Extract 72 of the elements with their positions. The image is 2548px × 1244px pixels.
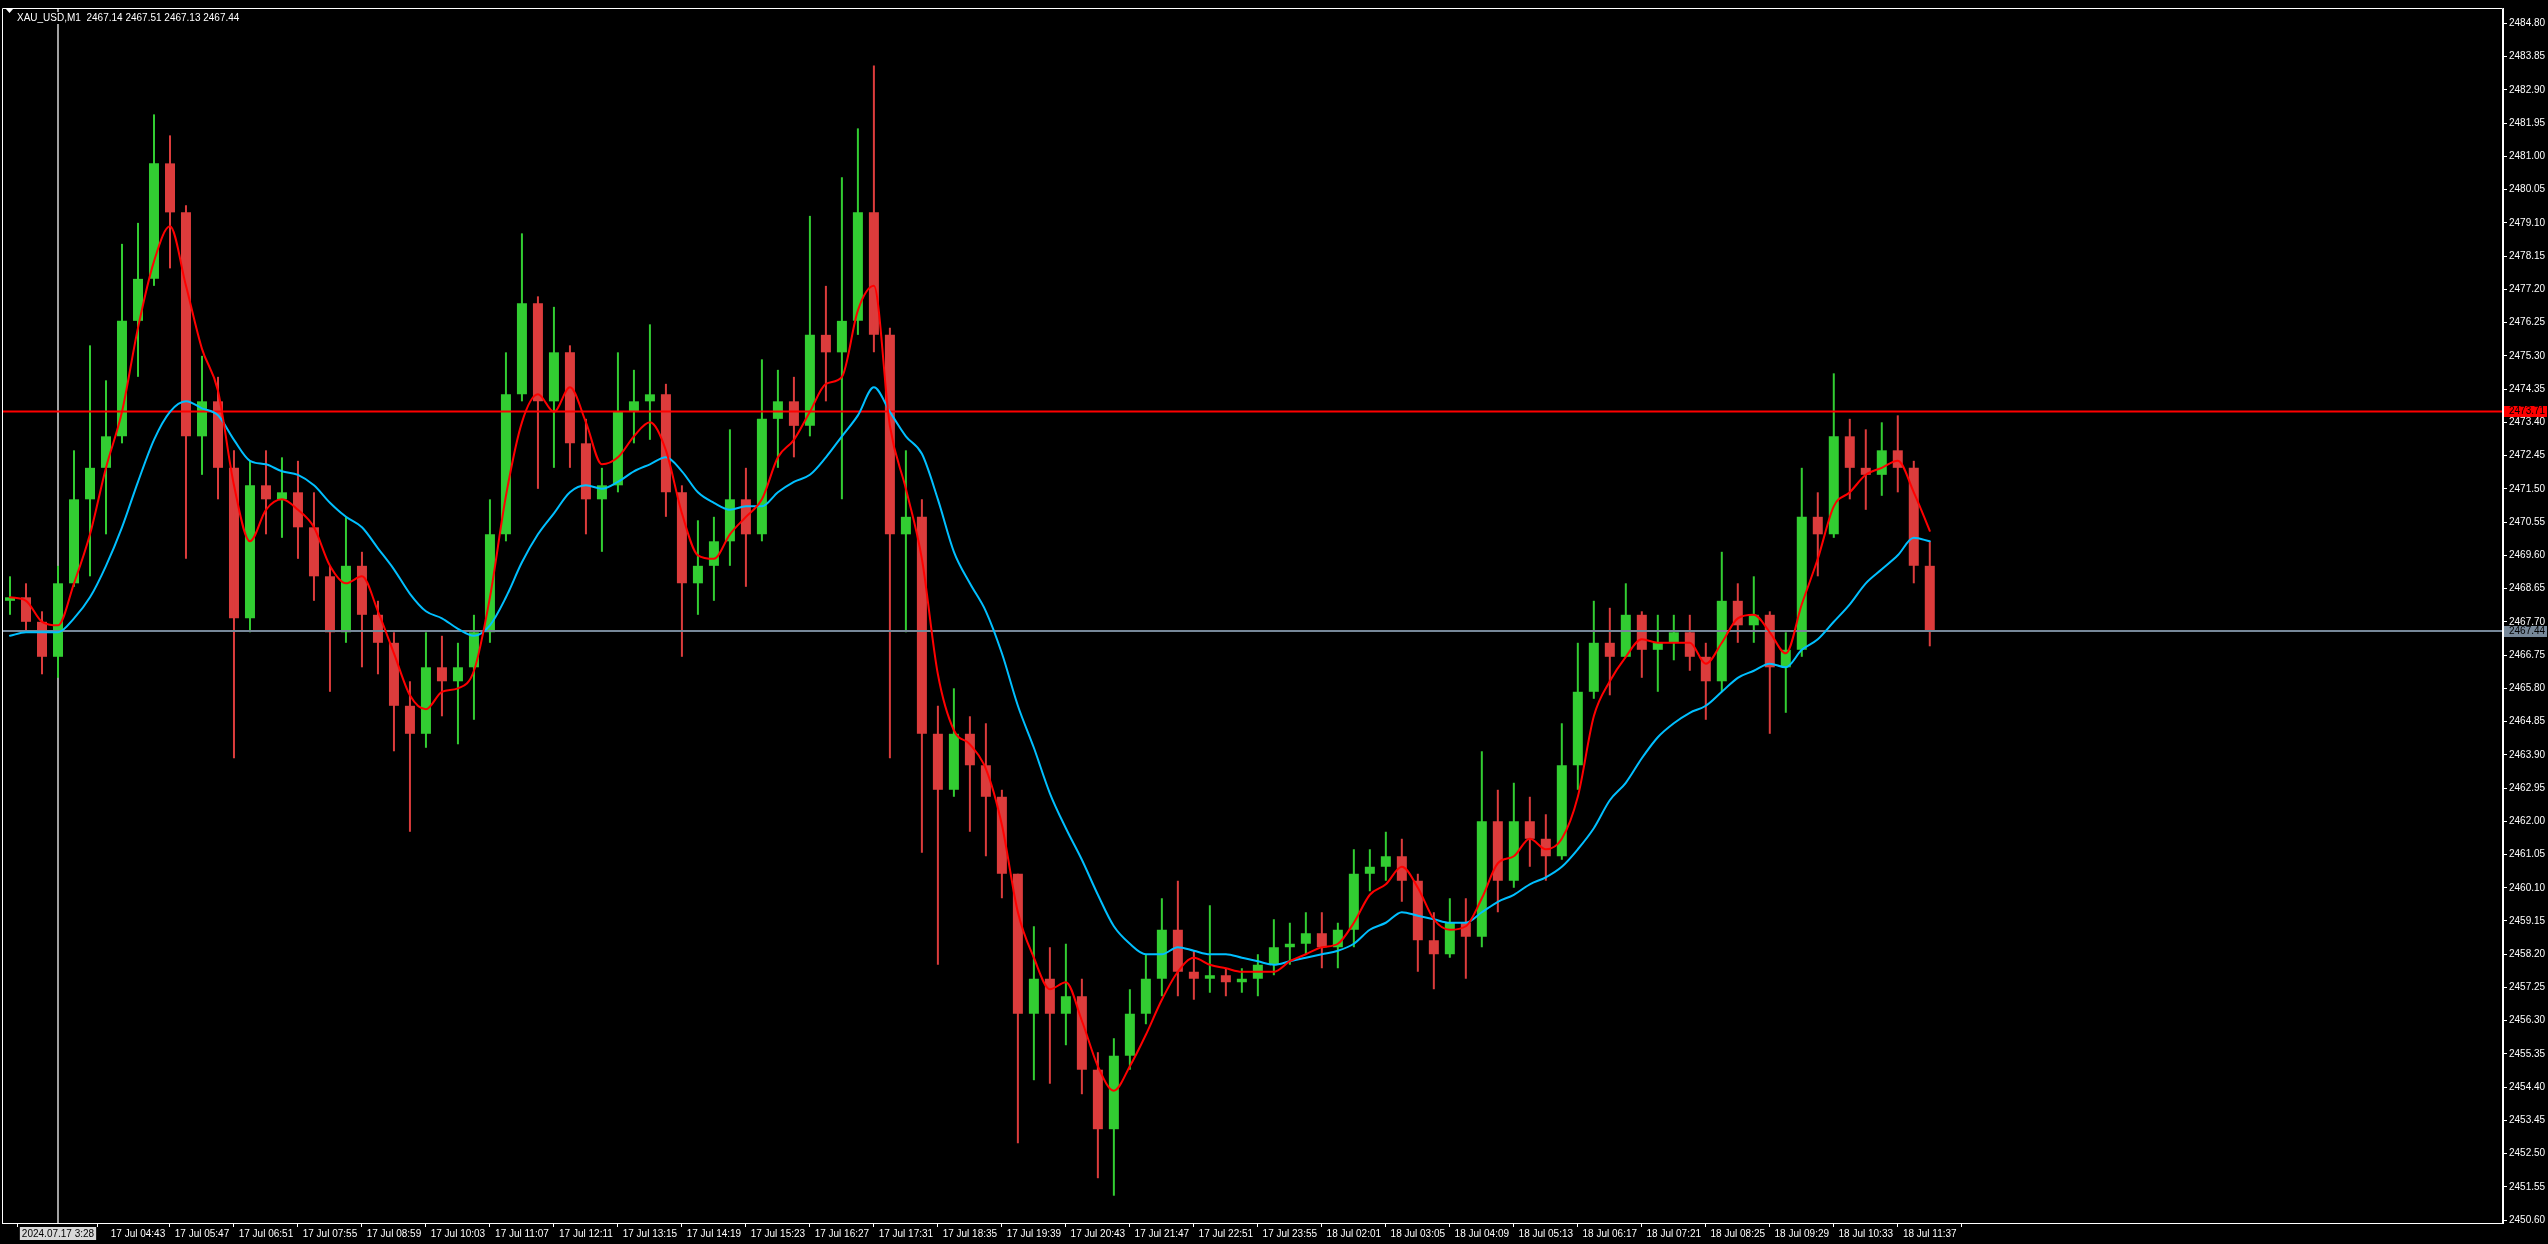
x-tick-label: 17 Jul 22:51 bbox=[1198, 1227, 1254, 1239]
y-tick-label: 2481.00 bbox=[2509, 150, 2546, 162]
x-tick-label: 18 Jul 03:05 bbox=[1390, 1227, 1446, 1239]
x-tick-label: 18 Jul 10:33 bbox=[1838, 1227, 1894, 1239]
y-tick-label: 2482.90 bbox=[2509, 83, 2546, 95]
x-tick-label: 17 Jul 19:39 bbox=[1006, 1227, 1062, 1239]
y-tick-label: 2462.00 bbox=[2509, 815, 2546, 827]
x-tick-label: 18 Jul 08:25 bbox=[1710, 1227, 1766, 1239]
y-tick-label: 2478.15 bbox=[2509, 249, 2546, 261]
y-tick-label: 2458.20 bbox=[2509, 947, 2546, 959]
candlestick bbox=[1204, 905, 1215, 993]
x-tick-label: 18 Jul 06:17 bbox=[1582, 1227, 1638, 1239]
x-tick-label: 17 Jul 07:55 bbox=[302, 1227, 358, 1239]
y-tick-label: 2454.40 bbox=[2509, 1080, 2546, 1092]
ref-line-label: 2473.71 bbox=[2509, 405, 2546, 417]
y-tick-label: 2456.30 bbox=[2509, 1014, 2546, 1026]
x-tick-label: 18 Jul 05:13 bbox=[1518, 1227, 1574, 1239]
y-tick-label: 2466.75 bbox=[2509, 648, 2546, 660]
y-tick-label: 2475.30 bbox=[2509, 349, 2546, 361]
x-tick-label: 17 Jul 21:47 bbox=[1134, 1227, 1190, 1239]
y-tick-label: 2465.80 bbox=[2509, 682, 2546, 694]
x-tick-label: 17 Jul 18:35 bbox=[942, 1227, 998, 1239]
chart-title: XAU_USD,M1 2467.14 2467.51 2467.13 2467.44 bbox=[17, 11, 240, 23]
y-tick-label: 2457.25 bbox=[2509, 981, 2546, 993]
y-tick-label: 2467.70 bbox=[2509, 615, 2546, 627]
y-tick-label: 2484.80 bbox=[2509, 17, 2546, 29]
x-tick-label: 18 Jul 11:37 bbox=[1902, 1227, 1958, 1239]
x-tick-label: 17 Jul 06:51 bbox=[238, 1227, 294, 1239]
y-tick-label: 2464.85 bbox=[2509, 715, 2546, 727]
x-tick-label: 17 Jul 17:31 bbox=[878, 1227, 934, 1239]
y-tick-label: 2474.35 bbox=[2509, 382, 2546, 394]
y-tick-label: 2462.95 bbox=[2509, 781, 2546, 793]
x-tick-label: 18 Jul 02:01 bbox=[1326, 1227, 1382, 1239]
y-tick-label: 2476.25 bbox=[2509, 316, 2546, 328]
x-tick-label: 18 Jul 07:21 bbox=[1646, 1227, 1702, 1239]
y-tick-label: 2460.10 bbox=[2509, 881, 2546, 893]
ref-line-label: 2467.44 bbox=[2509, 625, 2546, 637]
y-tick-label: 2450.60 bbox=[2509, 1213, 2546, 1225]
x-tick-label: 17 Jul 14:19 bbox=[686, 1227, 742, 1239]
y-tick-label: 2463.90 bbox=[2509, 748, 2546, 760]
line-series bbox=[9, 386, 1931, 966]
y-tick-label: 2483.85 bbox=[2509, 50, 2546, 62]
y-tick-label: 2473.40 bbox=[2509, 416, 2546, 428]
x-tick-label: 17 Jul 10:03 bbox=[430, 1227, 486, 1239]
y-tick-label: 2481.95 bbox=[2509, 116, 2546, 128]
y-tick-label: 2468.65 bbox=[2509, 582, 2546, 594]
y-tick-label: 2453.45 bbox=[2509, 1114, 2546, 1126]
y-tick-label: 2472.45 bbox=[2509, 449, 2546, 461]
x-tick-label: 18 Jul 09:29 bbox=[1774, 1227, 1830, 1239]
x-tick-label: 17 Jul 16:27 bbox=[814, 1227, 870, 1239]
x-tick-label: 17 Jul 12:11 bbox=[559, 1227, 614, 1239]
y-tick-label: 2469.60 bbox=[2509, 549, 2546, 561]
y-tick-label: 2451.55 bbox=[2509, 1180, 2546, 1192]
y-tick-label: 2461.05 bbox=[2509, 848, 2546, 860]
x-tick-label: 17 Jul 08:59 bbox=[366, 1227, 422, 1239]
x-tick-label: 17 Jul 04:43 bbox=[110, 1227, 166, 1239]
x-tick-label: 17 Jul 11:07 bbox=[495, 1227, 550, 1239]
y-tick-label: 2452.50 bbox=[2509, 1147, 2546, 1159]
x-tick-label: 17 Jul 13:15 bbox=[622, 1227, 678, 1239]
y-tick-label: 2479.10 bbox=[2509, 216, 2546, 228]
x-tick-label: 18 Jul 04:09 bbox=[1454, 1227, 1510, 1239]
x-tick-label: 17 Jul 05:47 bbox=[174, 1227, 230, 1239]
x-tick-label: 17 Jul 23:55 bbox=[1262, 1227, 1318, 1239]
y-tick-label: 2455.35 bbox=[2509, 1047, 2546, 1059]
y-tick-label: 2477.20 bbox=[2509, 283, 2546, 295]
y-tick-label: 2480.05 bbox=[2509, 183, 2546, 195]
y-tick-label: 2470.55 bbox=[2509, 515, 2546, 527]
x-tick-label: 17 Jul 20:43 bbox=[1070, 1227, 1126, 1239]
y-tick-label: 2471.50 bbox=[2509, 482, 2546, 494]
x-tick-label: 2024.07.17 3:28 bbox=[21, 1227, 95, 1239]
y-tick-label: 2459.15 bbox=[2509, 914, 2546, 926]
x-tick-label: 17 Jul 15:23 bbox=[750, 1227, 806, 1239]
